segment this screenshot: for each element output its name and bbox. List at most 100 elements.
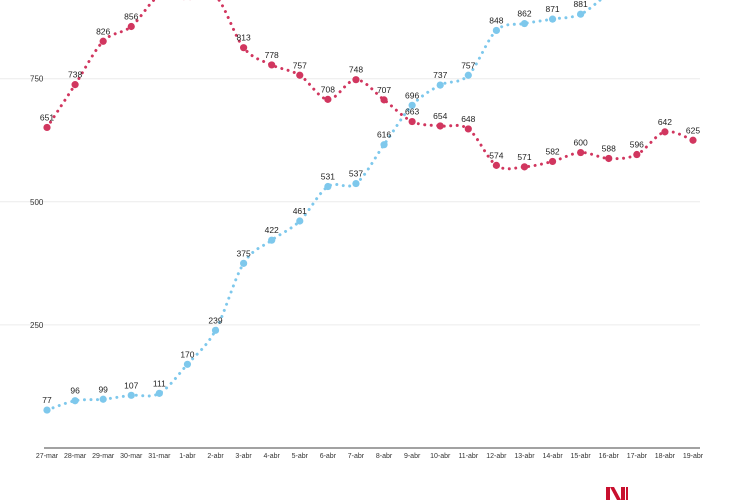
- data-point: [240, 44, 248, 52]
- data-point: [577, 10, 585, 18]
- data-point: [155, 389, 163, 397]
- data-label: 596: [630, 140, 644, 150]
- data-point: [99, 395, 107, 403]
- data-label: 848: [489, 15, 503, 25]
- data-point: [127, 22, 135, 31]
- series-line-2: [45, 0, 603, 412]
- data-label: 600: [574, 138, 588, 148]
- data-label: 707: [377, 85, 391, 95]
- data-label: 778: [265, 50, 279, 60]
- data-label: 107: [124, 380, 138, 390]
- data-point: [211, 326, 220, 334]
- data-point: [127, 391, 135, 399]
- x-tick-label: 31-mar: [148, 453, 171, 460]
- data-label: 77: [42, 395, 52, 405]
- data-point: [436, 122, 444, 130]
- data-point: [633, 150, 641, 159]
- x-tick-label: 13-abr: [514, 453, 535, 460]
- data-label: 881: [574, 0, 588, 9]
- data-label: 648: [461, 114, 475, 124]
- series-line-1: [45, 0, 695, 171]
- data-point: [661, 128, 669, 136]
- data-point: [71, 397, 79, 405]
- x-tick-label: 15-abr: [571, 453, 592, 460]
- data-point: [43, 406, 51, 414]
- axis-layer: 250 500 750 27-mar 28-mar 29-mar 30-mar 31-mar 1…: [30, 75, 704, 460]
- x-tick-label: 19-abr: [683, 453, 704, 460]
- x-tick-label: 5-abr: [292, 453, 309, 460]
- data-label: 375: [237, 248, 251, 258]
- data-label: 738: [68, 70, 82, 80]
- data-point: [380, 141, 388, 149]
- data-point: [689, 136, 697, 144]
- grid-layer: [0, 78, 700, 326]
- x-tick-label: 17-abr: [627, 453, 648, 460]
- data-label: 757: [461, 60, 475, 70]
- data-point: [577, 148, 585, 157]
- data-point: [464, 71, 472, 79]
- data-label: 571: [517, 152, 531, 162]
- data-point: [408, 117, 416, 126]
- x-tick-label: 7-abr: [348, 453, 365, 460]
- x-tick-label: 9-abr: [404, 453, 421, 460]
- data-point: [183, 360, 192, 368]
- x-tick-label: 2-abr: [207, 453, 224, 460]
- x-tick-label: 1-abr: [179, 453, 196, 460]
- data-point: [520, 163, 529, 171]
- data-label: 826: [96, 26, 110, 36]
- data-label: 757: [293, 60, 307, 70]
- data-label: 625: [686, 125, 700, 135]
- data-label: 422: [265, 225, 279, 235]
- data-label: 582: [545, 146, 559, 156]
- data-label: 651: [40, 112, 54, 122]
- y-tick-label: 500: [30, 198, 44, 207]
- data-point: [436, 81, 444, 89]
- data-point: [296, 217, 304, 225]
- x-tick-label: 28-mar: [64, 453, 87, 460]
- data-point: [296, 71, 304, 79]
- data-point: [380, 96, 388, 104]
- x-tick-label: 27-mar: [36, 453, 59, 460]
- data-point: [71, 81, 79, 89]
- label-layer: 651 738 826 856 813 778 757 708 748 707 663 654 648 5…: [40, 0, 700, 405]
- data-label: 537: [349, 169, 363, 179]
- x-tick-label: 29-mar: [92, 453, 115, 460]
- x-tick-label: 30-mar: [120, 453, 143, 460]
- x-tick-label: 3-abr: [235, 453, 252, 460]
- data-label: 642: [658, 117, 672, 127]
- data-label: 588: [602, 143, 616, 153]
- data-label: 856: [124, 12, 138, 22]
- series-layer: [43, 0, 697, 414]
- data-label: 99: [98, 384, 108, 394]
- x-tick-label: 12-abr: [486, 453, 507, 460]
- data-label: 170: [180, 349, 194, 359]
- data-label: 871: [545, 4, 559, 14]
- data-label: 111: [153, 378, 166, 388]
- data-point: [352, 76, 360, 84]
- data-point: [352, 179, 360, 188]
- x-tick-label: 10-abr: [430, 453, 451, 460]
- data-label: 862: [517, 9, 531, 19]
- x-tick-label: 4-abr: [264, 453, 281, 460]
- data-label: 813: [237, 33, 251, 43]
- data-point: [548, 157, 557, 166]
- x-tick-label: 14-abr: [542, 453, 563, 460]
- data-point: [464, 125, 472, 133]
- data-label: 461: [293, 206, 307, 216]
- data-point: [324, 95, 332, 103]
- x-tick-label: 18-abr: [655, 453, 676, 460]
- x-tick-label: 11-abr: [458, 453, 478, 460]
- data-label: 96: [70, 386, 80, 396]
- data-point: [520, 19, 529, 28]
- x-tick-label: 16-abr: [599, 453, 620, 460]
- data-label: 616: [377, 130, 391, 140]
- data-label: 737: [433, 70, 447, 80]
- data-point: [268, 61, 276, 69]
- x-tick-label: 6-abr: [320, 453, 337, 460]
- y-tick-label: 250: [30, 321, 44, 330]
- data-point: [408, 101, 416, 109]
- data-label: 748: [349, 65, 363, 75]
- data-label: 239: [208, 315, 222, 325]
- data-label: 654: [433, 111, 447, 121]
